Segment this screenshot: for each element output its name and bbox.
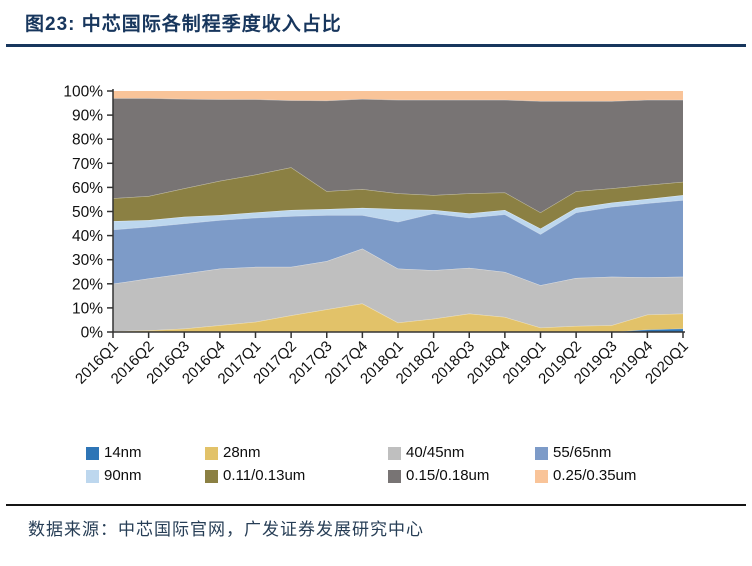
legend-swatch-011-013um-icon: [205, 469, 218, 483]
legend-swatch-025-035um-icon: [535, 469, 548, 483]
svg-text:70%: 70%: [72, 156, 103, 173]
figure-title: 图23: 中芯国际各制程季度收入占比: [25, 14, 342, 35]
legend-label: 55/65nm: [553, 444, 612, 461]
legend-swatch-55-65nm-icon: [535, 446, 548, 460]
legend-label: 0.15/0.18um: [406, 467, 490, 484]
legend-swatch-40-45nm-icon: [388, 446, 401, 460]
plot-bands: [112, 91, 684, 333]
svg-text:50%: 50%: [72, 204, 103, 221]
svg-text:20%: 20%: [72, 276, 103, 293]
legend-label: 90nm: [104, 467, 142, 484]
svg-text:100%: 100%: [63, 84, 103, 101]
legend-label: 40/45nm: [406, 444, 465, 461]
data-source: 数据来源：中芯国际官网，广发证券发展研究中心: [28, 520, 424, 539]
legend-swatch-28nm-icon: [205, 446, 218, 460]
legend-label: 0.25/0.35um: [553, 467, 637, 484]
legend-label: 0.11/0.13um: [223, 467, 306, 484]
legend-swatch-90nm-icon: [86, 469, 99, 483]
svg-text:80%: 80%: [72, 132, 103, 149]
footer-divider: [6, 504, 746, 506]
legend-swatch-14nm-icon: [86, 446, 99, 460]
svg-text:30%: 30%: [72, 252, 103, 269]
legend-label: 14nm: [104, 444, 142, 461]
legend-item-28nm: 28nm: [205, 444, 388, 462]
chart-legend: 14nm 28nm 40/45nm 55/65nm 90nm 0.11/0.13…: [86, 444, 705, 485]
svg-text:40%: 40%: [72, 228, 103, 245]
chart-canvas: 0% 10% 20% 30% 40% 50% 60% 70% 80% 90% 100% 2016Q12…: [63, 84, 692, 388]
svg-text:90%: 90%: [72, 108, 103, 125]
legend-label: 28nm: [223, 444, 261, 461]
x-axis-labels: 2016Q12016Q22016Q32016Q42017Q12017Q22017…: [72, 338, 692, 388]
svg-text:60%: 60%: [72, 180, 103, 197]
svg-text:0%: 0%: [81, 325, 104, 342]
stacked-area-chart: 0% 10% 20% 30% 40% 50% 60% 70% 80% 90% 100% 2016Q1 2…: [0, 60, 752, 435]
legend-item-14nm: 14nm: [86, 444, 205, 462]
legend-item-025-035um: 0.25/0.35um: [535, 467, 705, 485]
legend-item-011-013um: 0.11/0.13um: [205, 467, 388, 485]
legend-item-55-65nm: 55/65nm: [535, 444, 705, 462]
title-divider: [6, 44, 746, 47]
axes: [107, 89, 685, 338]
svg-text:10%: 10%: [72, 300, 103, 317]
legend-swatch-015-018um-icon: [388, 469, 401, 483]
legend-item-015-018um: 0.15/0.18um: [388, 467, 535, 485]
y-axis-labels: 0% 10% 20% 30% 40% 50% 60% 70% 80% 90% 100%: [63, 84, 103, 342]
legend-item-90nm: 90nm: [86, 467, 205, 485]
legend-item-40-45nm: 40/45nm: [388, 444, 535, 462]
